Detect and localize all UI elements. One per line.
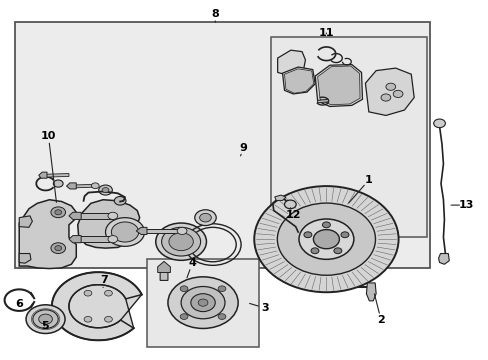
Circle shape xyxy=(111,222,139,242)
Polygon shape xyxy=(66,183,76,189)
Circle shape xyxy=(91,183,99,189)
Polygon shape xyxy=(19,253,31,263)
Circle shape xyxy=(218,314,225,319)
Polygon shape xyxy=(44,174,69,177)
Polygon shape xyxy=(69,235,81,243)
Circle shape xyxy=(298,219,353,259)
Circle shape xyxy=(304,232,311,238)
Circle shape xyxy=(26,305,65,333)
Circle shape xyxy=(313,230,339,249)
Circle shape xyxy=(333,248,341,254)
Text: 4: 4 xyxy=(188,258,196,268)
Text: 2: 2 xyxy=(376,315,384,325)
Circle shape xyxy=(177,227,186,234)
Polygon shape xyxy=(19,216,32,227)
Circle shape xyxy=(55,246,61,251)
Polygon shape xyxy=(365,68,413,116)
Circle shape xyxy=(284,200,296,209)
Text: 8: 8 xyxy=(211,9,219,19)
Circle shape xyxy=(102,188,109,193)
Circle shape xyxy=(84,290,92,296)
Circle shape xyxy=(340,232,348,238)
Circle shape xyxy=(161,227,200,256)
Polygon shape xyxy=(160,262,167,280)
Circle shape xyxy=(190,294,215,312)
Text: 9: 9 xyxy=(239,143,247,153)
Polygon shape xyxy=(158,261,170,273)
Circle shape xyxy=(199,213,211,222)
Circle shape xyxy=(84,316,92,322)
Polygon shape xyxy=(317,66,359,105)
Circle shape xyxy=(168,233,193,251)
Circle shape xyxy=(51,207,65,218)
Text: 7: 7 xyxy=(100,275,108,285)
Circle shape xyxy=(180,314,187,319)
Bar xyxy=(271,37,427,237)
Circle shape xyxy=(181,287,224,319)
Text: 5: 5 xyxy=(41,321,48,331)
Circle shape xyxy=(99,185,112,195)
Text: 6: 6 xyxy=(15,300,22,310)
Circle shape xyxy=(114,197,126,205)
Circle shape xyxy=(156,223,206,260)
Circle shape xyxy=(180,286,187,292)
Polygon shape xyxy=(76,213,113,219)
Text: 11: 11 xyxy=(318,28,333,38)
Polygon shape xyxy=(317,99,328,103)
Polygon shape xyxy=(366,283,375,301)
Circle shape xyxy=(55,210,61,215)
Circle shape xyxy=(51,243,65,253)
Polygon shape xyxy=(274,195,285,201)
Polygon shape xyxy=(277,50,305,76)
Polygon shape xyxy=(282,67,315,94)
Circle shape xyxy=(39,314,52,324)
Circle shape xyxy=(218,286,225,292)
Text: 12: 12 xyxy=(285,210,301,220)
Polygon shape xyxy=(438,253,448,264)
Circle shape xyxy=(104,316,112,322)
Bar xyxy=(147,259,259,347)
Polygon shape xyxy=(69,212,81,220)
Circle shape xyxy=(104,290,112,296)
Circle shape xyxy=(194,210,216,226)
Circle shape xyxy=(105,218,144,246)
Polygon shape xyxy=(52,272,142,340)
Circle shape xyxy=(392,90,402,98)
Circle shape xyxy=(277,203,375,275)
Circle shape xyxy=(380,94,390,101)
Polygon shape xyxy=(144,229,181,233)
Polygon shape xyxy=(76,236,113,242)
Polygon shape xyxy=(39,172,47,178)
Circle shape xyxy=(108,212,118,220)
Circle shape xyxy=(167,277,238,328)
Circle shape xyxy=(33,310,58,328)
Bar xyxy=(15,22,429,268)
Circle shape xyxy=(53,180,63,187)
Circle shape xyxy=(322,222,330,228)
Polygon shape xyxy=(78,200,140,248)
Polygon shape xyxy=(284,69,313,93)
Circle shape xyxy=(108,235,118,243)
Polygon shape xyxy=(136,227,147,234)
Polygon shape xyxy=(19,200,76,269)
Polygon shape xyxy=(315,64,362,107)
Circle shape xyxy=(198,299,207,306)
Circle shape xyxy=(254,186,398,292)
Text: 1: 1 xyxy=(364,175,372,185)
Text: 3: 3 xyxy=(261,303,268,313)
Circle shape xyxy=(385,83,395,90)
Circle shape xyxy=(433,119,445,128)
Polygon shape xyxy=(73,184,94,188)
Circle shape xyxy=(310,248,318,254)
Text: 13: 13 xyxy=(458,200,473,210)
Text: 10: 10 xyxy=(41,131,56,141)
